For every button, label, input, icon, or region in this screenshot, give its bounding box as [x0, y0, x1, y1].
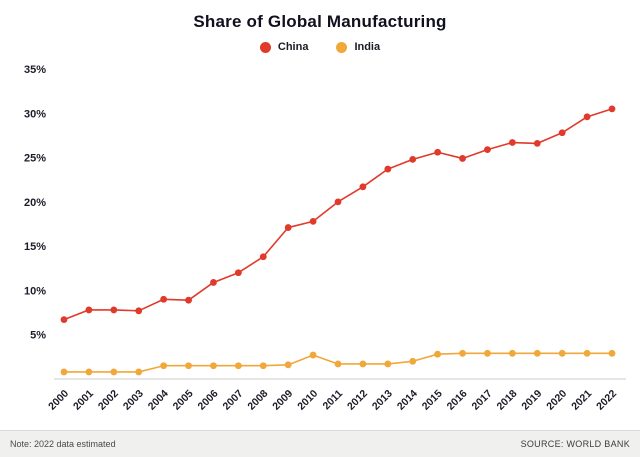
x-tick-label: 2000: [46, 388, 71, 413]
data-point-india: [484, 349, 491, 357]
data-point-china: [160, 295, 168, 303]
legend-label: India: [354, 41, 381, 53]
data-point-china: [459, 155, 466, 162]
data-point-china: [508, 139, 516, 146]
data-point-china: [85, 306, 93, 314]
x-tick-label: 2006: [196, 388, 221, 413]
data-point-china: [234, 269, 242, 277]
data-point-china: [384, 165, 392, 173]
data-point-india: [259, 362, 267, 370]
data-point-india: [359, 360, 367, 368]
data-point-india: [508, 349, 516, 357]
data-point-india: [434, 350, 442, 358]
x-tick-label: 2011: [321, 388, 346, 413]
x-tick-label: 2018: [494, 388, 519, 413]
data-point-india: [558, 349, 566, 357]
data-point-india: [135, 368, 143, 376]
data-point-china: [110, 306, 118, 314]
x-tick-label: 2001: [71, 388, 96, 413]
y-tick-label: 10%: [24, 285, 46, 297]
data-point-india: [334, 360, 342, 368]
x-tick-label: 2007: [220, 388, 245, 413]
x-tick-label: 2015: [420, 388, 445, 413]
data-point-india: [409, 357, 417, 365]
x-tick-label: 2002: [96, 388, 121, 413]
x-tick-label: 2013: [370, 388, 395, 413]
x-tick-label: 2004: [146, 388, 171, 413]
y-tick-label: 15%: [24, 241, 46, 253]
legend: China India: [0, 41, 640, 53]
data-point-china: [259, 253, 267, 261]
data-point-india: [110, 368, 118, 376]
data-point-china: [434, 148, 442, 156]
data-point-india: [234, 362, 242, 370]
line-chart: 5% 10% 15% 20% 25% 30% 35% 2000 2001 2002 2003 2004…: [24, 64, 626, 413]
data-point-india: [284, 361, 292, 369]
y-tick-label: 30%: [24, 108, 46, 120]
legend-item-china: China: [259, 41, 309, 53]
y-tick-label: 35%: [24, 64, 46, 76]
footnote: Note: 2022 data estimated: [10, 439, 116, 449]
x-tick-label: 2022: [594, 388, 619, 413]
x-tick-label: 2008: [245, 388, 270, 413]
x-tick-label: 2010: [295, 388, 320, 413]
data-point-india: [185, 362, 192, 370]
data-point-china: [309, 217, 317, 225]
x-tick-label: 2009: [270, 388, 295, 413]
data-point-india: [160, 362, 168, 370]
x-tick-label: 2020: [544, 388, 569, 413]
x-tick-label: 2003: [121, 388, 146, 413]
data-point-india: [583, 349, 591, 357]
x-tick-label: 2012: [345, 388, 370, 413]
data-point-india: [85, 368, 93, 376]
x-tick-label: 2016: [445, 388, 470, 413]
data-point-india: [459, 349, 466, 357]
data-point-india: [309, 351, 317, 359]
x-tick-label: 2005: [171, 388, 196, 413]
data-point-china: [135, 307, 143, 315]
data-point-china: [284, 224, 292, 231]
data-point-china: [608, 105, 616, 113]
data-point-india: [210, 362, 217, 370]
x-tick-label: 2014: [395, 388, 420, 413]
data-point-india: [608, 349, 616, 357]
data-point-china: [533, 140, 541, 147]
chart-title: Share of Global Manufacturing: [193, 12, 447, 31]
x-tick-label: 2017: [470, 388, 495, 413]
y-tick-label: 25%: [24, 153, 46, 165]
legend-swatch-india: [336, 41, 348, 53]
legend-label: China: [277, 41, 309, 53]
data-point-india: [384, 360, 392, 368]
y-tick-label: 20%: [24, 197, 46, 209]
source-credit: SOURCE: WORLD BANK: [520, 439, 630, 449]
data-point-china: [210, 279, 217, 286]
data-point-china: [185, 296, 192, 304]
data-point-china: [583, 113, 591, 121]
x-tick-label: 2019: [519, 388, 544, 413]
data-point-china: [558, 129, 566, 137]
data-point-india: [533, 349, 541, 357]
footer-bar: Note: 2022 data estimated SOURCE: WORLD …: [0, 430, 640, 457]
y-tick-label: 5%: [30, 330, 46, 342]
legend-swatch-china: [259, 41, 271, 53]
data-point-china: [60, 316, 68, 324]
data-point-china: [359, 183, 367, 191]
series-line-china: [63, 108, 613, 321]
legend-item-india: India: [336, 41, 380, 53]
data-point-india: [60, 368, 68, 376]
x-tick-label: 2021: [569, 388, 594, 413]
data-point-china: [409, 155, 417, 163]
data-point-china: [334, 198, 342, 206]
data-point-china: [484, 146, 491, 153]
